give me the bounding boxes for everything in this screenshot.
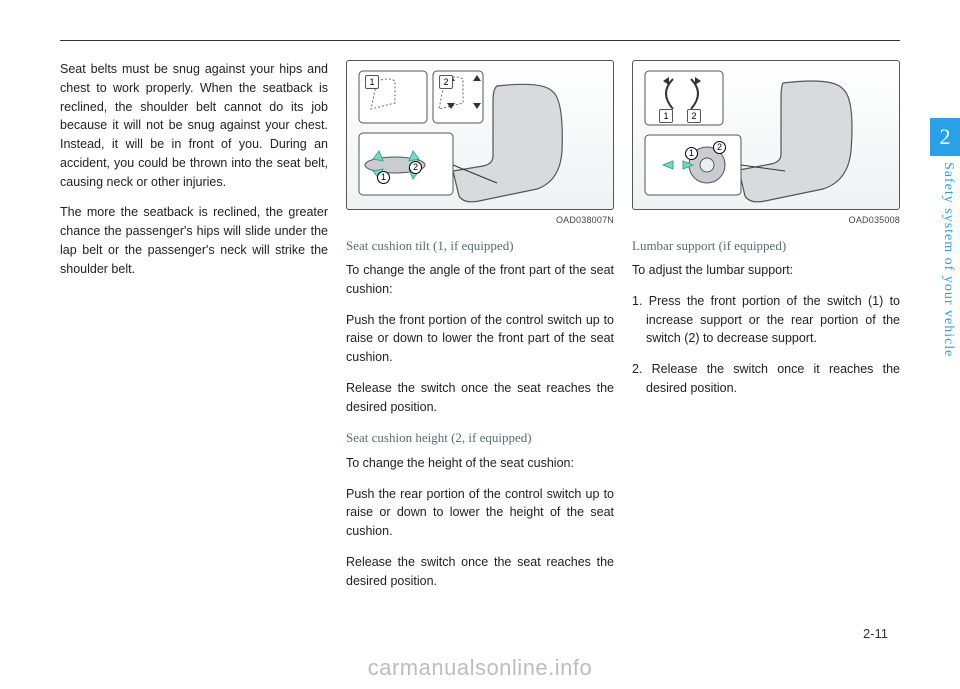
lumbar-support-illustration: 1 2 1 2 xyxy=(632,60,900,210)
col2-sec2-head: Seat cushion height (2, if equipped) xyxy=(346,428,614,448)
col2-sec1-p2: Push the front portion of the control sw… xyxy=(346,311,614,367)
col2-sec1-p1: To change the angle of the front part of… xyxy=(346,261,614,299)
col3-sec1-p1: To adjust the lumbar support: xyxy=(632,261,900,280)
illus1-caption: OAD038007N xyxy=(346,214,614,228)
chapter-side-text: Safety system of your vehicle xyxy=(932,162,956,462)
illus2-label-2-box: 2 xyxy=(687,109,701,123)
illus2-label-2-circ: 2 xyxy=(713,141,726,154)
illus2-caption: OAD035008 xyxy=(632,214,900,228)
illus-label-1-circ: 1 xyxy=(377,171,390,184)
illus2-label-1-box: 1 xyxy=(659,109,673,123)
col2-sec1-p3: Release the switch once the seat reaches… xyxy=(346,379,614,417)
illus-label-2-box: 2 xyxy=(439,75,453,89)
col2-sec2-p3: Release the switch once the seat reaches… xyxy=(346,553,614,591)
chapter-tab: 2 xyxy=(930,118,960,156)
column-3: 1 2 1 2 OAD035008 Lumbar support (if equ… xyxy=(632,60,900,602)
page-content: Seat belts must be snug against your hip… xyxy=(60,60,900,640)
seat-cushion-illustration: 1 2 1 2 xyxy=(346,60,614,210)
column-1: Seat belts must be snug against your hip… xyxy=(60,60,328,602)
col2-sec2-p1: To change the height of the seat cushion… xyxy=(346,454,614,473)
col2-sec1-head: Seat cushion tilt (1, if equipped) xyxy=(346,236,614,256)
col1-p1: Seat belts must be snug against your hip… xyxy=(60,60,328,191)
col3-li2: 2. Release the switch once it reaches th… xyxy=(632,360,900,398)
illus2-label-1-circ: 1 xyxy=(685,147,698,160)
columns-wrap: Seat belts must be snug against your hip… xyxy=(60,60,900,602)
illus-label-1-box: 1 xyxy=(365,75,379,89)
column-2: 1 2 1 2 OAD038007N Seat cushion tilt (1,… xyxy=(346,60,614,602)
col3-li1: 1. Press the front portion of the switch… xyxy=(632,292,900,348)
col3-sec1-head: Lumbar support (if equipped) xyxy=(632,236,900,256)
watermark: carmanualsonline.info xyxy=(0,655,960,681)
page-number: 2-11 xyxy=(863,626,888,641)
col1-p2: The more the seatback is reclined, the g… xyxy=(60,203,328,278)
illus-label-2-circ: 2 xyxy=(409,161,422,174)
top-rule xyxy=(60,40,900,41)
col2-sec2-p2: Push the rear portion of the control swi… xyxy=(346,485,614,541)
